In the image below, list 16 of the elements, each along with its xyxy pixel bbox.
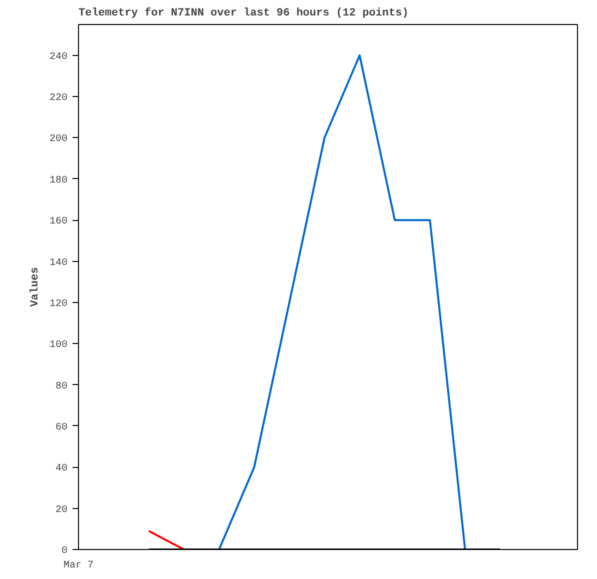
y-tick-label: 80 <box>56 381 68 392</box>
y-tick-label: 40 <box>56 464 68 475</box>
y-tick-label: 160 <box>49 216 68 228</box>
y-tick-label: 20 <box>56 504 68 516</box>
y-tick-label: 180 <box>49 175 68 186</box>
y-tick-label: 120 <box>49 298 68 310</box>
y-tick-label: 200 <box>49 134 68 146</box>
y-tick-label: 100 <box>49 340 68 352</box>
y-tick-label: 240 <box>49 52 68 63</box>
chart-title: Telemetry for N7INN over last 96 hours (12 points) <box>78 6 409 20</box>
y-tick-label: 0 <box>62 546 68 557</box>
text: Mar 7 <box>64 560 94 572</box>
y-axis-title: Values <box>29 267 42 307</box>
y-tick-label: 220 <box>49 93 68 104</box>
y-tick-label: 140 <box>49 258 68 269</box>
y-tick-label: 60 <box>56 422 68 434</box>
